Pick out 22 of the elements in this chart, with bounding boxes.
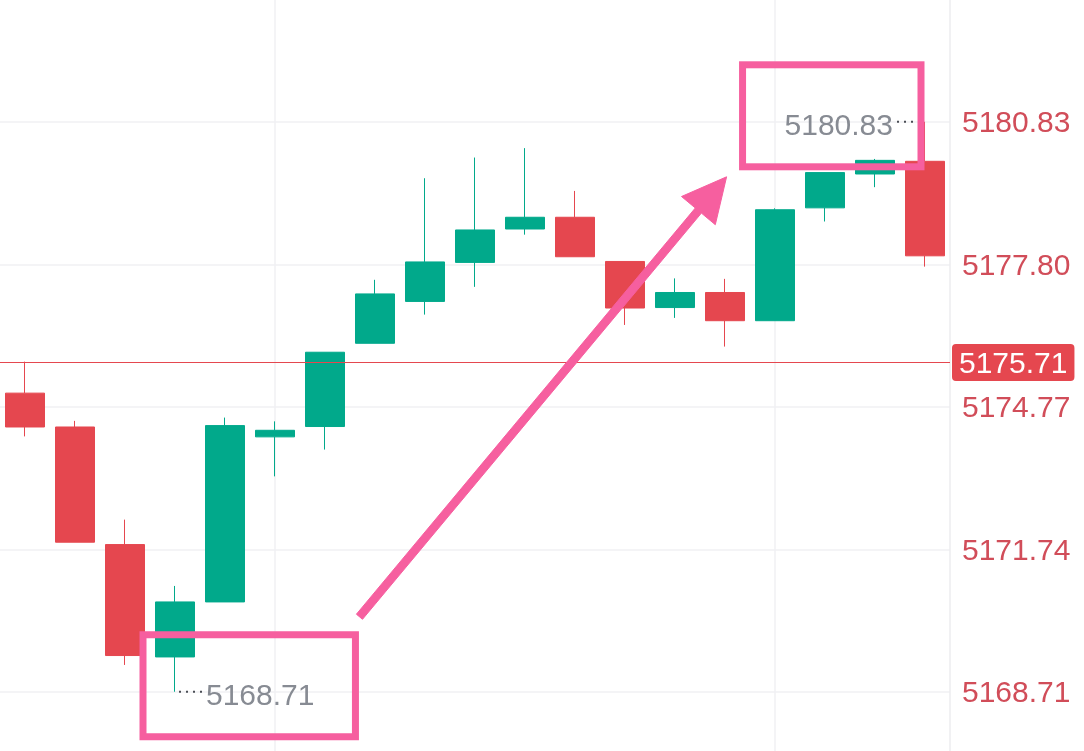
y-tick-label: 5174.77: [962, 390, 1071, 424]
candlestick: [55, 420, 95, 543]
ref-line-label: 5175.71: [959, 346, 1068, 380]
y-tick-label: 5177.80: [962, 247, 1071, 281]
annotation: 5180.83: [784, 108, 893, 142]
candlestick: [355, 279, 395, 344]
y-tick-label: 5171.74: [962, 532, 1071, 566]
candlestick: [205, 417, 245, 603]
y-tick-label: 5168.71: [962, 675, 1071, 709]
candlestick: [305, 351, 345, 451]
candlestick: [405, 177, 445, 316]
candlestick: [755, 207, 795, 322]
candlestick: [505, 147, 545, 236]
candlestick: [655, 277, 695, 319]
candlestick: [455, 157, 495, 288]
annotation: 5168.71: [206, 678, 315, 712]
candlestick: [805, 172, 845, 222]
y-tick-label: 5180.83: [962, 105, 1071, 139]
candlestick: [705, 278, 745, 348]
candlestick: [555, 190, 595, 258]
candlestick: [255, 420, 295, 477]
candlestick: [105, 519, 145, 666]
